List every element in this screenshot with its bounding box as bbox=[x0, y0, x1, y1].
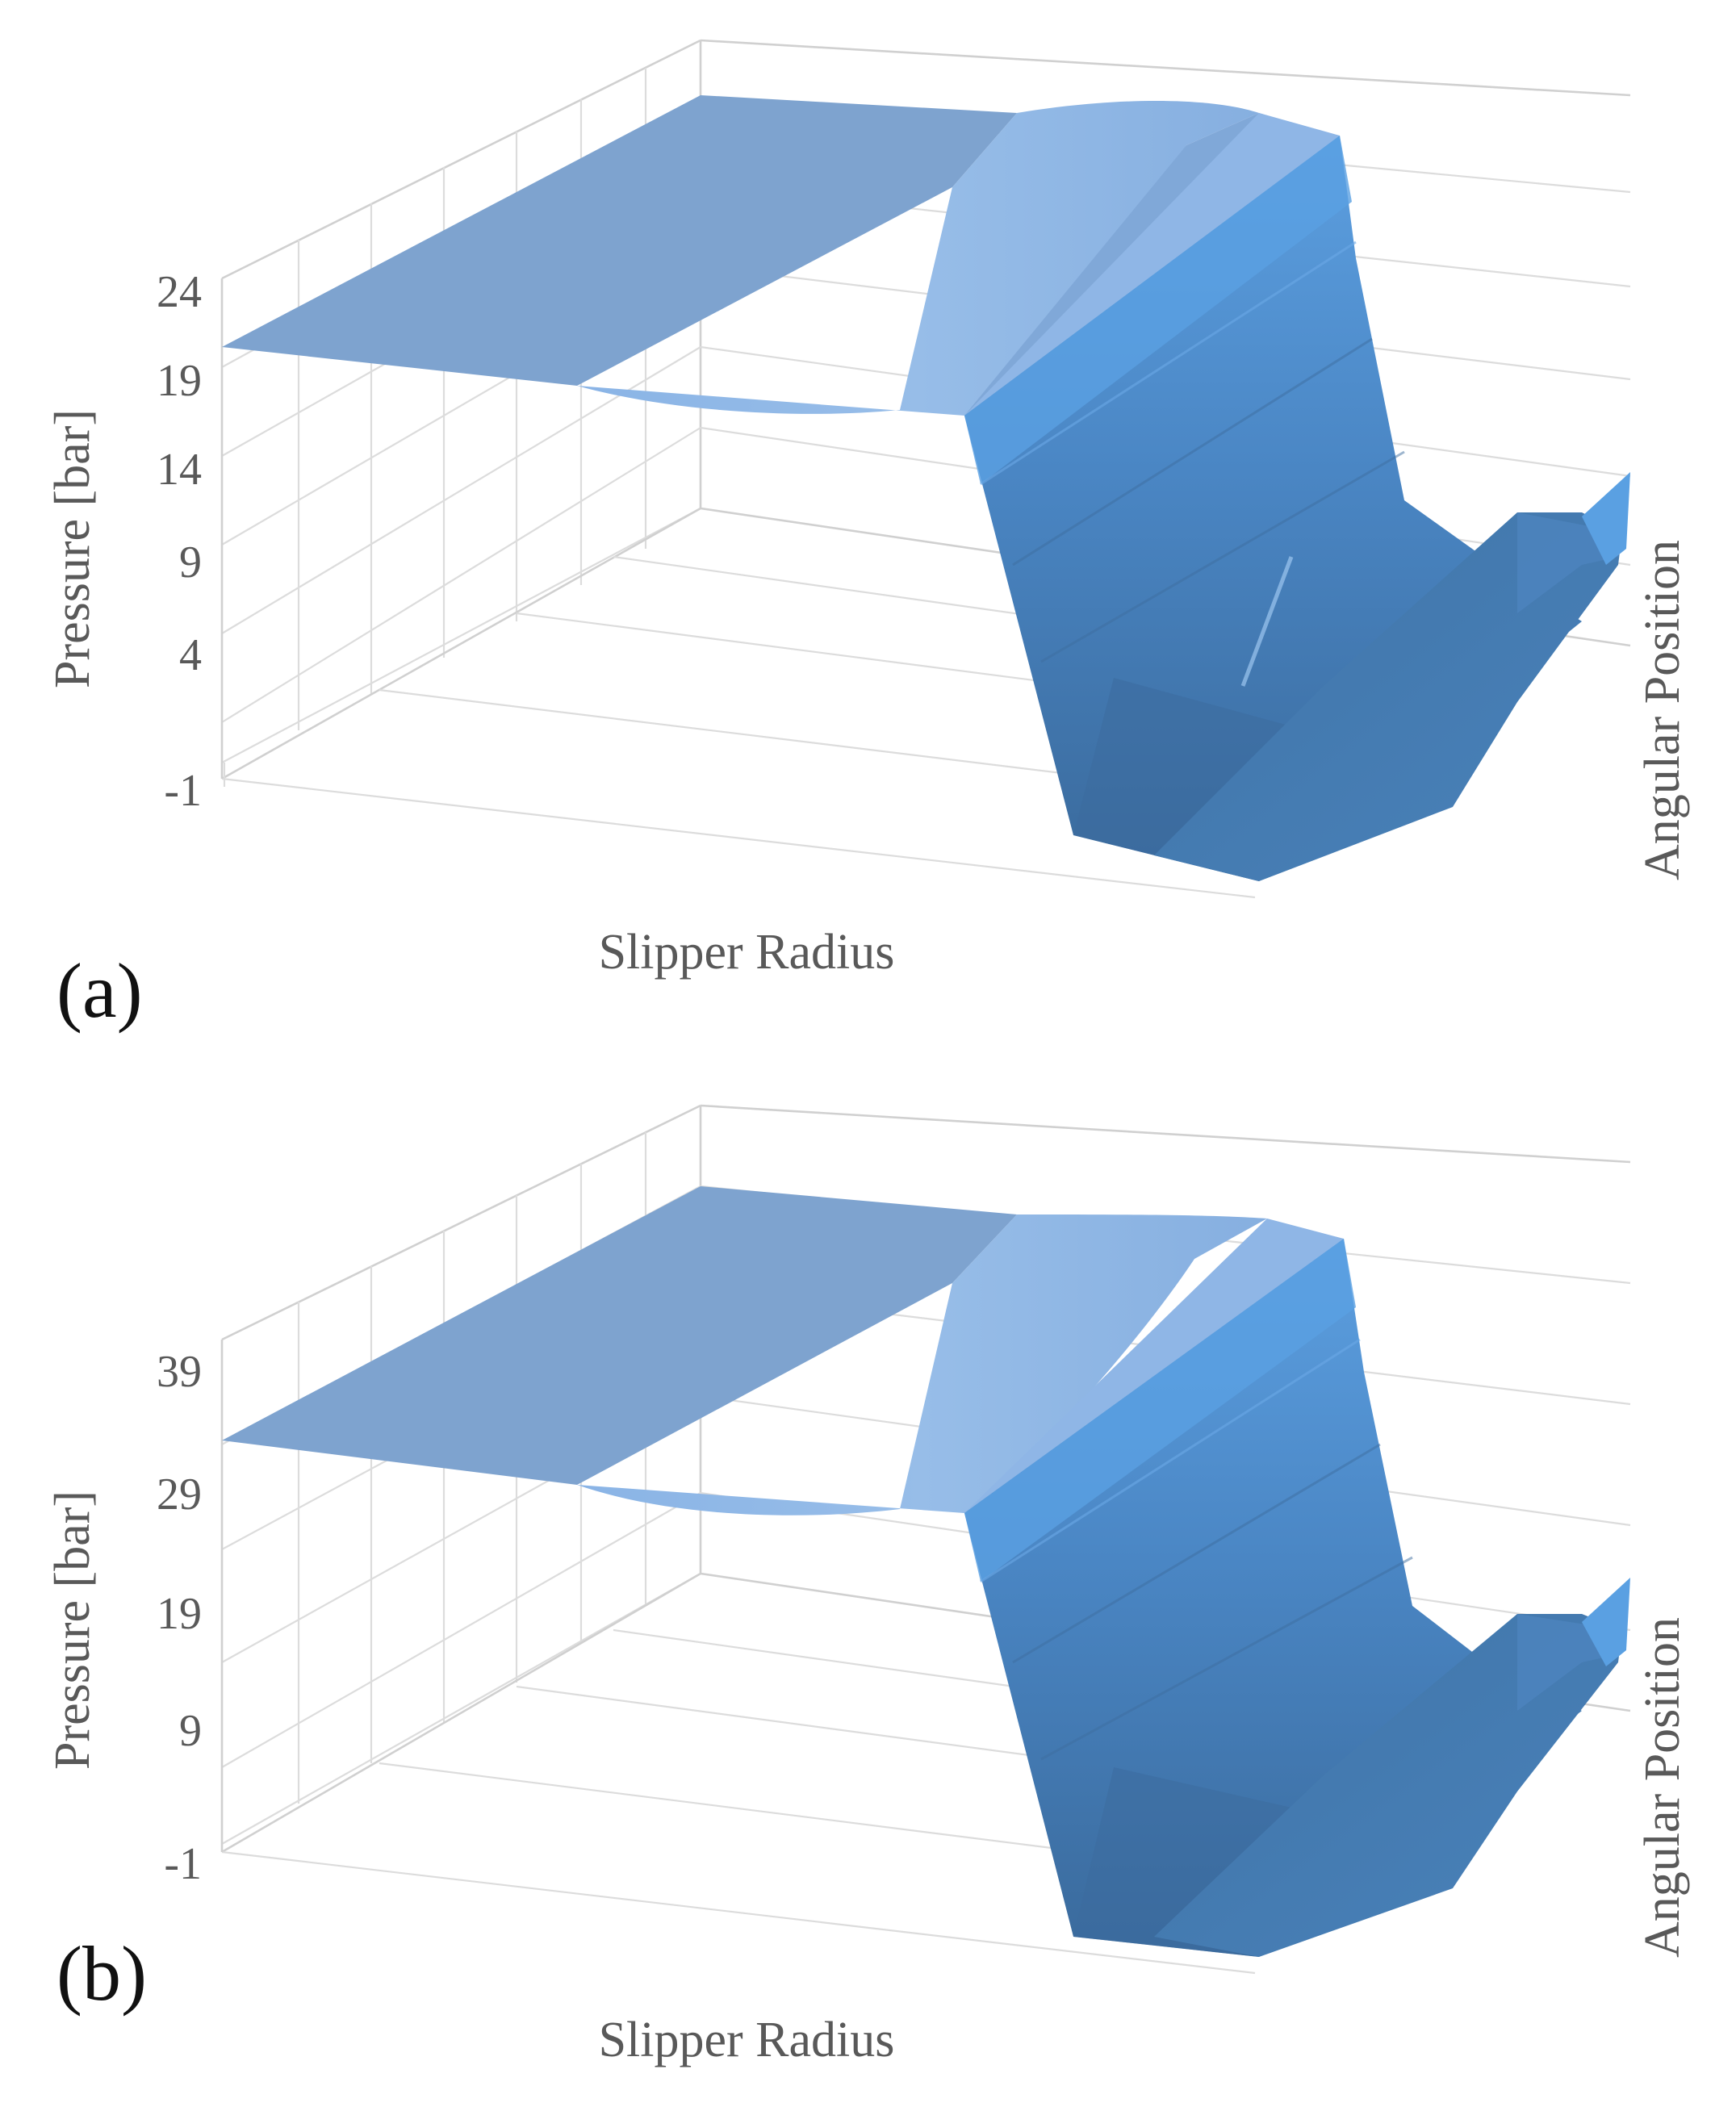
y-tick-labels: 24 19 14 9 4 -1 bbox=[157, 267, 202, 816]
chart-panel-b: 39 29 19 9 -1 Pressure [bar] Angular Pos… bbox=[45, 1104, 1690, 2067]
panel-label-a: (a) bbox=[56, 947, 143, 1034]
y-axis-title: Pressure [bar] bbox=[45, 1490, 100, 1770]
surface-plateau bbox=[222, 1186, 1017, 1485]
y-tick-labels: 39 29 19 9 -1 bbox=[157, 1347, 202, 1889]
surface-inner-land bbox=[964, 1219, 1344, 1517]
surface-pocket bbox=[1154, 1614, 1622, 1957]
y-tick-label: 9 bbox=[179, 537, 202, 587]
x-axis-title: Slipper Radius bbox=[599, 2013, 895, 2067]
y-tick-label: -1 bbox=[164, 766, 202, 816]
y-tick-label: 4 bbox=[179, 630, 202, 680]
x-axis-title: Slipper Radius bbox=[599, 925, 895, 980]
surface-plateau bbox=[222, 95, 1017, 386]
z-axis-title: Angular Position bbox=[1635, 540, 1690, 880]
surface-pocket bbox=[1154, 512, 1622, 881]
y-tick-label: 9 bbox=[179, 1706, 202, 1756]
y-tick-label: 19 bbox=[157, 1589, 202, 1639]
z-axis-title: Angular Position bbox=[1635, 1617, 1690, 1958]
surface-groove bbox=[577, 101, 1259, 416]
y-tick-label: 19 bbox=[157, 356, 202, 406]
chart-panel-a: 24 19 14 9 4 -1 Pressure [bar] Angular P… bbox=[45, 39, 1690, 1034]
surface-groove bbox=[577, 1214, 1267, 1515]
surface-a bbox=[222, 95, 1630, 881]
y-tick-label: -1 bbox=[164, 1839, 202, 1889]
y-axis-title: Pressure [bar] bbox=[45, 409, 100, 688]
y-tick-label: 39 bbox=[157, 1347, 202, 1397]
panel-label-b: (b) bbox=[56, 1930, 147, 2017]
y-tick-label: 29 bbox=[157, 1469, 202, 1520]
y-tick-label: 14 bbox=[157, 445, 202, 495]
surface-b bbox=[222, 1186, 1630, 1957]
y-tick-label: 24 bbox=[157, 267, 202, 317]
